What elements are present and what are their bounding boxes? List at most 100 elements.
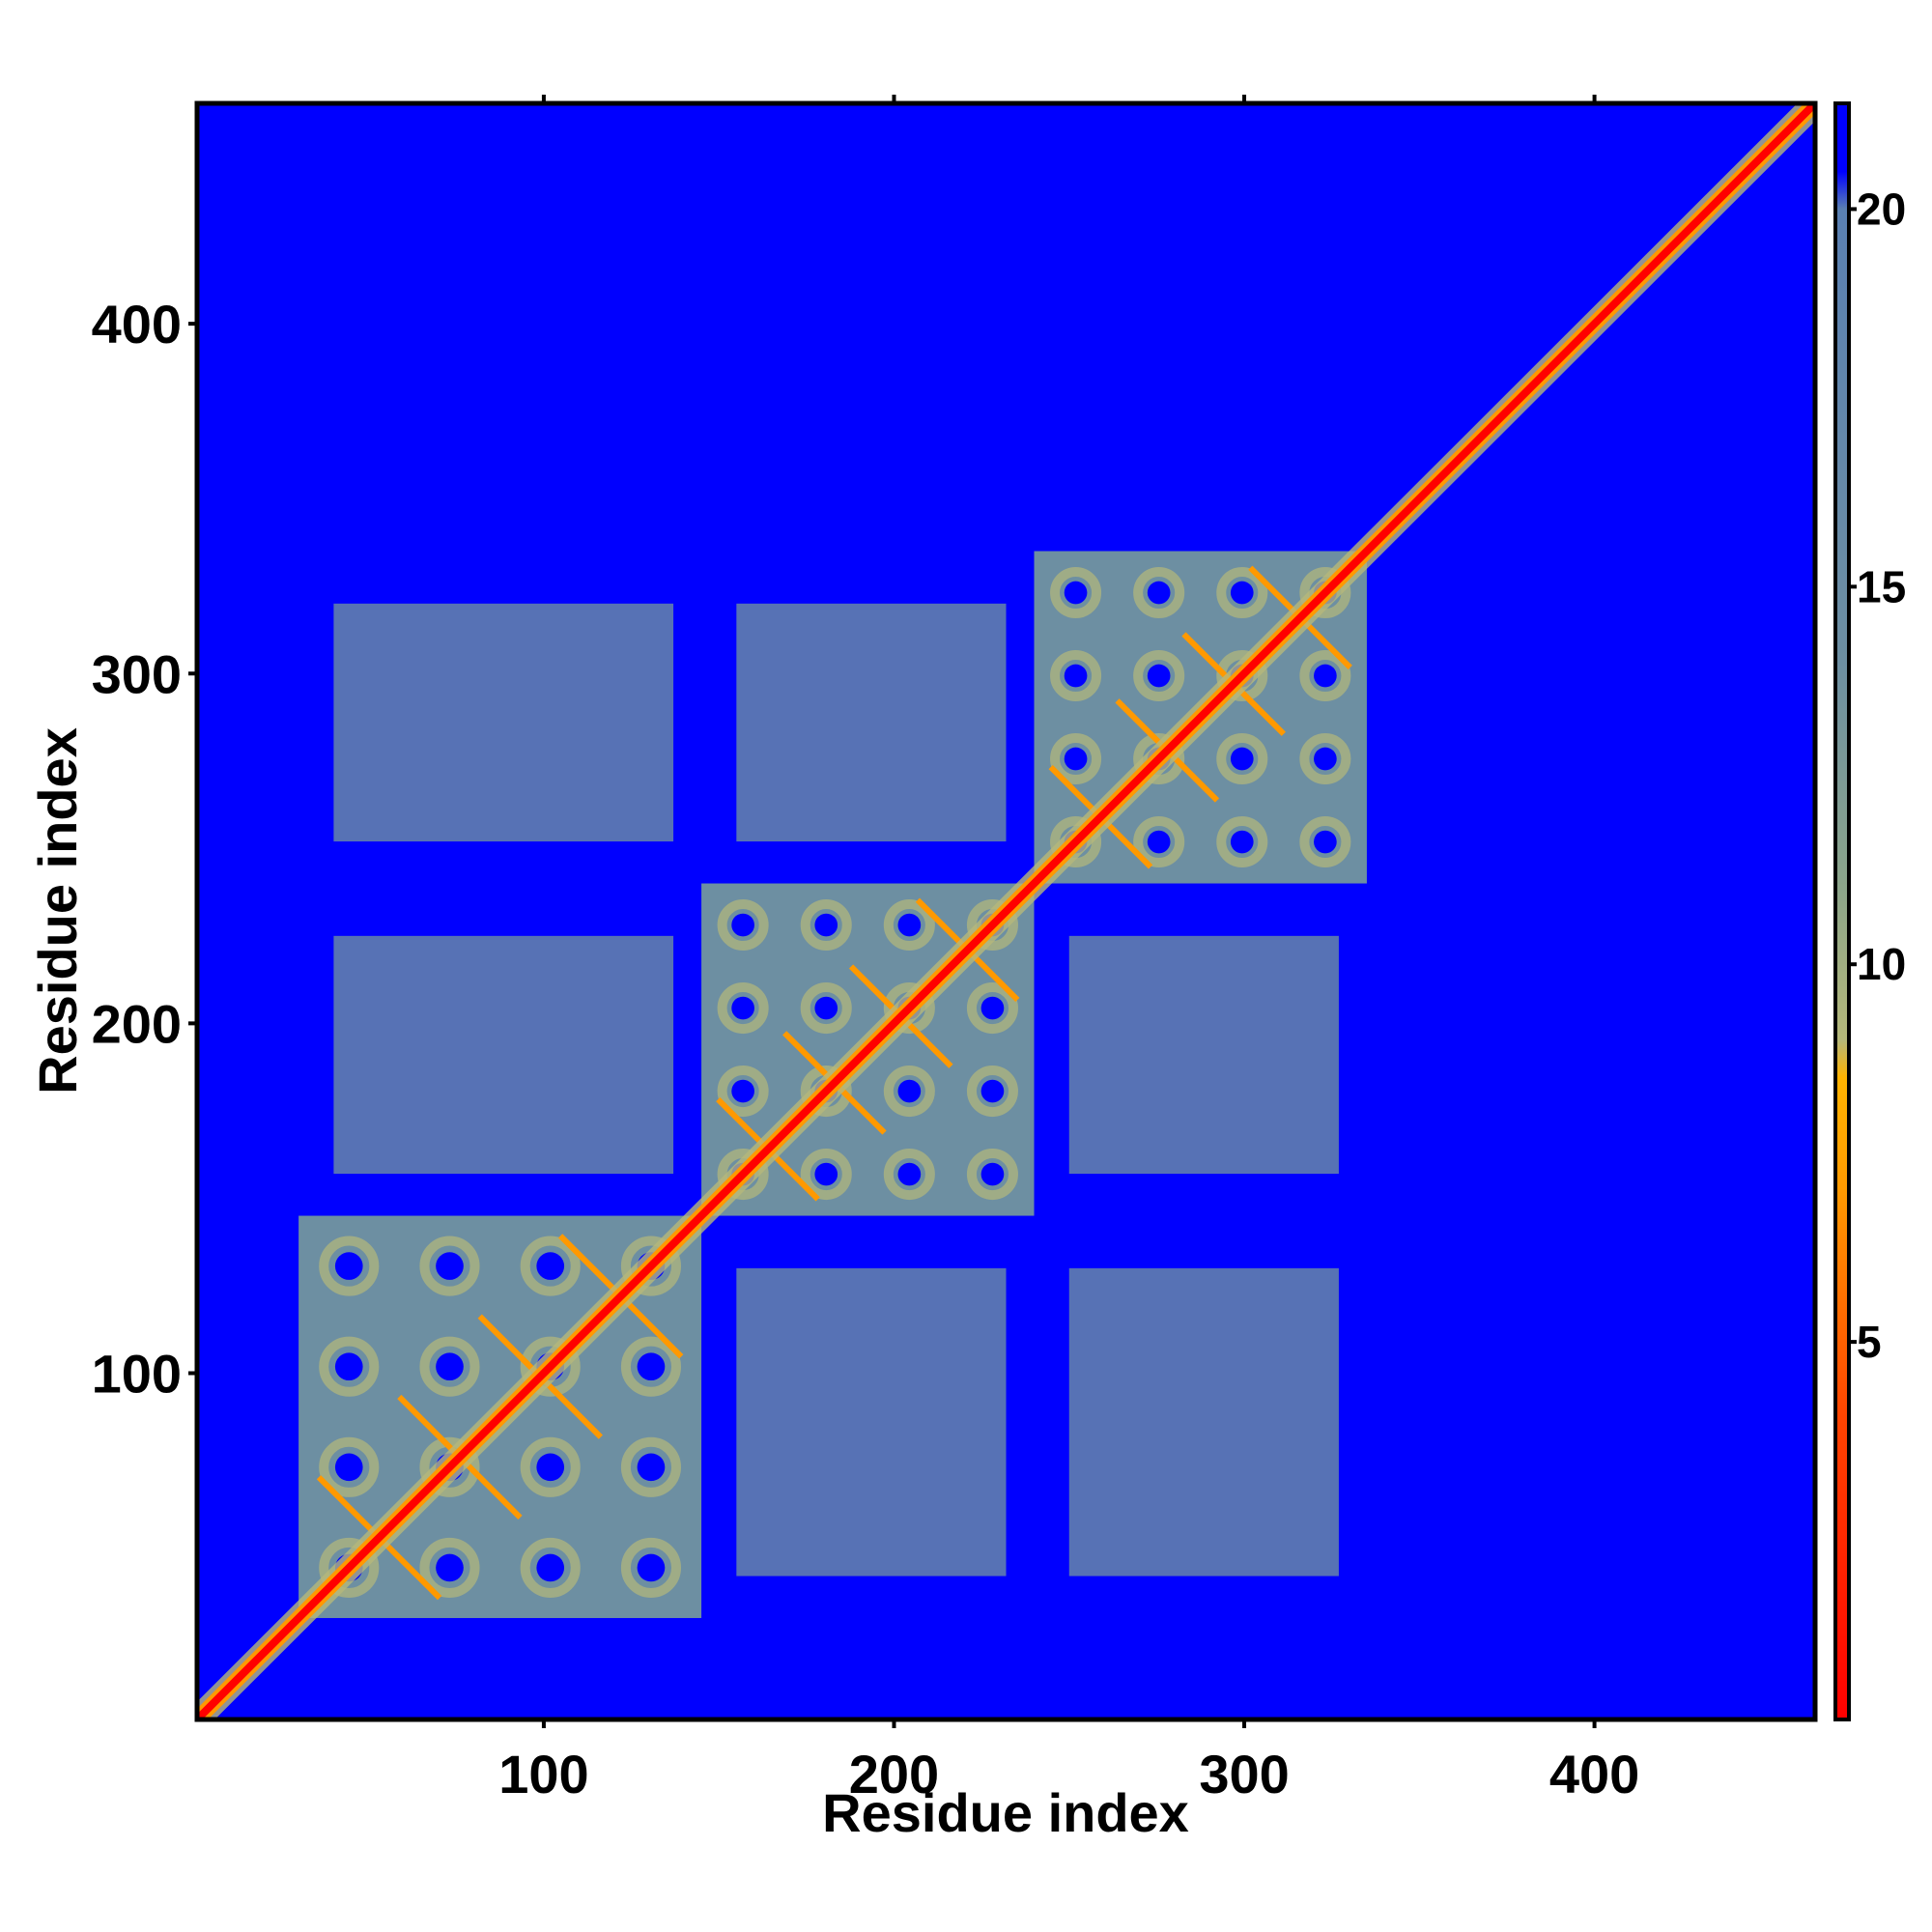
- colorbar-ticks: 5 10 15 20: [1849, 184, 1906, 1367]
- beta-ring: [883, 899, 935, 952]
- colorbar-gradient: [1833, 101, 1851, 1721]
- y-tick-label: 200: [92, 993, 182, 1054]
- heatmap-diagonal: [197, 103, 1815, 1719]
- beta-ring: [1050, 566, 1102, 619]
- beta-ring: [800, 899, 852, 952]
- x-tick-label: 200: [849, 1744, 939, 1804]
- beta-ring: [1216, 649, 1268, 702]
- contact-hole: [980, 1162, 1005, 1186]
- beta-ring: [620, 1436, 682, 1497]
- beta-ring: [717, 1065, 769, 1118]
- beta-ring: [1299, 732, 1351, 785]
- contact-hole: [436, 1252, 464, 1280]
- beta-ring: [966, 982, 1018, 1035]
- beta-ring: [520, 1537, 581, 1598]
- beta-ring: [883, 1149, 935, 1201]
- contact-hole: [897, 913, 922, 937]
- contact-hole: [436, 1352, 464, 1381]
- contact-hole: [536, 1252, 565, 1280]
- beta-ring: [620, 1537, 682, 1598]
- beta-ring: [717, 982, 769, 1035]
- contact-patch: [333, 603, 674, 842]
- contact-hole: [1064, 581, 1088, 605]
- beta-ring: [1299, 816, 1351, 868]
- x-axis: 100 200 300 400: [498, 95, 1639, 1804]
- contact-hole: [731, 996, 754, 1020]
- contact-hole: [334, 1352, 363, 1381]
- beta-ring: [520, 1236, 581, 1296]
- contact-hole: [731, 1079, 754, 1103]
- contact-hole: [536, 1453, 565, 1482]
- contact-hole: [637, 1553, 666, 1582]
- contact-hole: [1230, 830, 1254, 854]
- contact-hole: [1064, 747, 1088, 771]
- beta-ring: [966, 1065, 1018, 1118]
- beta-ring: [1216, 566, 1268, 619]
- y-tick-label: 400: [92, 294, 182, 355]
- contact-hole: [436, 1553, 464, 1582]
- contact-hole: [1147, 581, 1171, 605]
- contact-hole: [814, 996, 838, 1020]
- contact-hole: [1230, 747, 1254, 771]
- contact-patch: [333, 935, 674, 1175]
- beta-ring: [1050, 816, 1102, 868]
- beta-ring: [620, 1336, 682, 1397]
- beta-ring: [1299, 566, 1351, 619]
- contact-patch: [1068, 935, 1339, 1175]
- beta-ring: [419, 1537, 480, 1598]
- contact-hole: [1147, 664, 1171, 688]
- contact-hole: [814, 1162, 838, 1186]
- beta-ring: [1216, 732, 1268, 785]
- contact-hole: [334, 1453, 363, 1482]
- beta-ring: [319, 1336, 380, 1397]
- beta-ring: [1216, 816, 1268, 868]
- beta-ring: [1133, 566, 1185, 619]
- x-tick-label: 300: [1199, 1744, 1289, 1804]
- beta-ring: [419, 1236, 480, 1296]
- contact-hole: [980, 996, 1005, 1020]
- beta-ring: [319, 1537, 380, 1598]
- beta-ring: [1133, 732, 1185, 785]
- beta-ring: [717, 1149, 769, 1201]
- beta-ring: [717, 899, 769, 952]
- beta-ring: [319, 1236, 380, 1296]
- heatmap-plot-area: [194, 100, 1818, 1722]
- colorbar-tick-label: 20: [1857, 184, 1906, 234]
- colorbar-tick-label: 15: [1857, 561, 1906, 611]
- x-tick-label: 100: [498, 1744, 588, 1804]
- beta-ring: [800, 1065, 852, 1118]
- beta-ring: [520, 1336, 581, 1397]
- contact-hole: [1230, 581, 1254, 605]
- y-tick-label: 100: [92, 1344, 182, 1405]
- beta-ring: [319, 1436, 380, 1497]
- colorbar-tick-label: 5: [1857, 1317, 1882, 1367]
- x-axis-title: Residue index: [822, 1782, 1189, 1843]
- beta-ring: [1133, 816, 1185, 868]
- contact-hole: [1314, 830, 1337, 854]
- beta-ring: [966, 899, 1018, 952]
- contact-hole: [980, 1079, 1005, 1103]
- contact-hole: [1147, 830, 1171, 854]
- beta-ring: [800, 1149, 852, 1201]
- y-axis-title: Residue index: [27, 727, 88, 1094]
- contact-patch: [736, 1267, 1007, 1577]
- beta-ring: [1050, 649, 1102, 702]
- contact-hole: [1314, 747, 1337, 771]
- contact-hole: [1064, 664, 1088, 688]
- beta-ring: [883, 982, 935, 1035]
- colorbar: 5 10 15 20: [1833, 101, 1906, 1721]
- contact-hole: [536, 1553, 565, 1582]
- y-axis: 100 200 300 400: [92, 294, 1848, 1405]
- y-tick-label: 300: [92, 643, 182, 704]
- contact-patch: [1068, 1267, 1339, 1577]
- contact-hole: [897, 1162, 922, 1186]
- beta-ring: [1133, 649, 1185, 702]
- beta-ring: [520, 1436, 581, 1497]
- contact-hole: [637, 1352, 666, 1381]
- contact-hole: [637, 1453, 666, 1482]
- beta-ring: [419, 1436, 480, 1497]
- diagonal-line: [197, 103, 1815, 1719]
- beta-ring: [966, 1149, 1018, 1201]
- beta-ring: [1050, 732, 1102, 785]
